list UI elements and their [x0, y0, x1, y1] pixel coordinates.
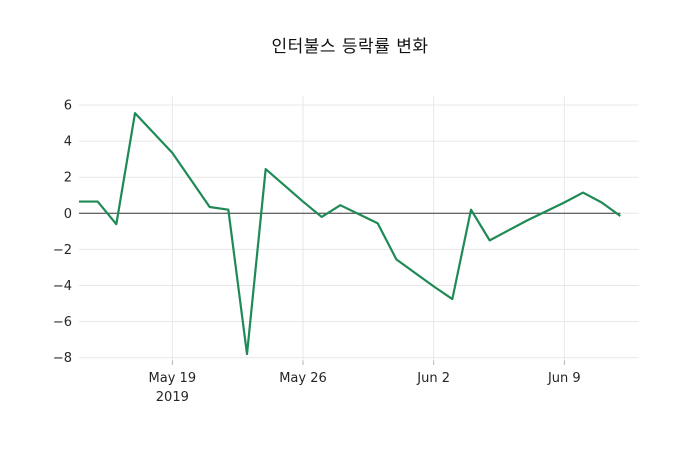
y-tick-label: 4	[64, 135, 72, 150]
y-tick-label: 0	[64, 207, 72, 222]
y-tick-label: −4	[53, 279, 72, 294]
y-tick-label: −6	[53, 315, 72, 330]
chart-title: 인터불스 등락률 변화	[271, 37, 429, 57]
x-tick-label: Jun 9	[547, 371, 581, 386]
data-line-series	[79, 112, 621, 356]
y-tick-label: −2	[53, 243, 72, 258]
x-tick-label: Jun 2	[416, 371, 450, 386]
x-tick-label: May 19	[149, 371, 197, 386]
x-tick-year-label: 2019	[156, 390, 189, 405]
y-tick-label: 2	[64, 171, 72, 186]
x-tick-label: May 26	[279, 371, 327, 386]
y-tick-label: −8	[53, 351, 72, 366]
y-tick-label: 6	[64, 99, 72, 114]
